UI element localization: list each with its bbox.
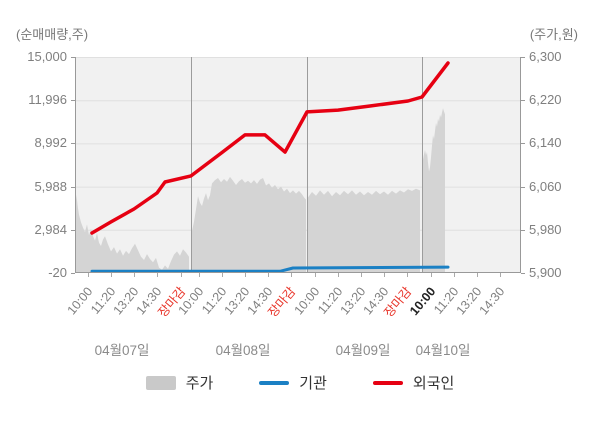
legend-item: 기관 [259,372,327,393]
left-axis-tick-label: 2,984 [34,221,67,237]
right-axis-tick-mark [521,273,525,274]
x-axis-tick-mark [222,273,223,277]
left-axis-tick-mark [71,143,75,144]
right-axis-tick-mark [521,230,525,231]
x-axis-tick-mark [384,273,385,277]
x-axis-tick-mark [431,273,432,277]
x-axis-tick-mark [315,273,316,277]
date-label: 04월07일 [94,343,150,358]
x-axis-tick-mark [134,273,135,277]
x-axis-tick-mark [454,273,455,277]
right-axis-tick-label: 6,140 [529,135,562,151]
legend: 주가 기관 외국인 [0,372,600,393]
right-axis-tick-label: 5,980 [529,221,562,237]
institution-line [90,265,450,273]
right-axis-tick-mark [521,100,525,101]
price-area [423,108,445,273]
x-axis-tick-mark [111,273,112,277]
right-axis-tick-label: 5,900 [529,265,562,280]
left-axis-tick-label: 11,996 [28,92,67,108]
x-axis-tick-mark [181,273,182,277]
date-label: 04월08일 [215,343,271,358]
date-label: 04월09일 [335,343,391,358]
right-axis-tick-mark [521,187,525,188]
legend-label: 기관 [299,375,327,392]
legend-area-swatch [145,375,176,390]
left-axis-tick-label: 5,988 [34,178,67,194]
right-axis-tick-label: 6,220 [529,92,562,108]
right-axis-tick-mark [521,57,525,58]
x-axis-tick-mark [291,273,292,277]
left-axis-tick-label: -20 [48,265,67,280]
legend-item: 주가 [145,372,214,393]
x-axis-tick-mark [268,273,269,277]
left-axis-tick-mark [71,100,75,101]
left-axis-tick-label: 15,000 [27,49,67,64]
price-area [75,187,189,273]
legend-line-swatch [372,380,403,385]
right-axis-tick-mark [521,143,525,144]
legend-label: 외국인 [412,375,455,392]
left-axis-tick-mark [71,273,75,274]
x-axis-tick-mark [88,273,89,277]
x-axis-tick-mark [407,273,408,277]
left-axis-tick-mark [71,187,75,188]
right-axis-title: (주가,원) [529,27,578,42]
x-axis-tick-mark [245,273,246,277]
plot-area [75,57,521,273]
price-area [308,188,420,273]
left-axis-title: (순매매량,주) [16,27,89,42]
legend-label: 주가 [185,375,214,392]
left-axis-tick-label: 8,992 [34,135,67,151]
x-axis-tick-mark [199,273,200,277]
left-axis-tick-mark [71,57,75,58]
x-axis-tick-mark [477,273,478,277]
legend-line-swatch [259,380,290,385]
legend-item: 외국인 [372,372,455,393]
date-label: 04월10일 [415,343,471,358]
right-axis-tick-label: 6,300 [529,49,562,64]
x-axis-tick-mark [500,273,501,277]
foreign-line [90,61,450,235]
right-axis-tick-label: 6,060 [529,178,562,194]
x-axis-tick-mark [157,273,158,277]
left-axis-tick-mark [71,230,75,231]
x-axis-tick-mark [361,273,362,277]
x-axis-tick-mark [338,273,339,277]
price-area [192,176,306,273]
